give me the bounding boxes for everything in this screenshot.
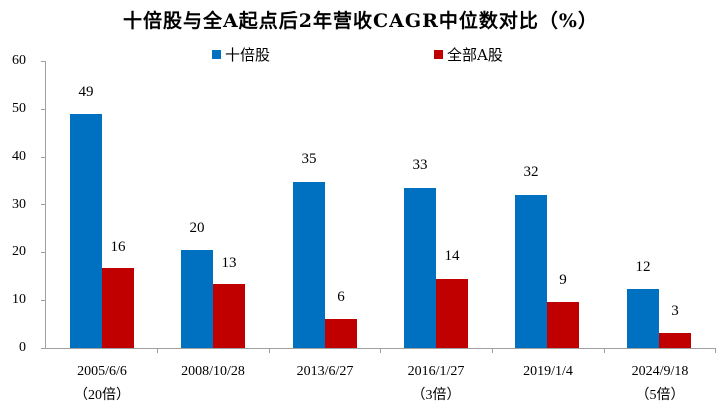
legend-item-tenbagger: 十倍股 — [212, 44, 270, 65]
x-tick-mark — [492, 348, 493, 353]
y-tick-mark — [41, 204, 45, 205]
y-tick-label: 50 — [12, 101, 26, 116]
x-label-date: 2008/10/28 — [181, 364, 245, 379]
x-tick-mark — [604, 348, 605, 353]
x-label-date: 2005/6/6 — [77, 364, 127, 379]
y-tick-label: 20 — [12, 244, 26, 259]
x-tick-label: 2019/1/4 — [492, 360, 604, 384]
x-tick-mark — [157, 348, 158, 353]
bar-all-a — [659, 333, 691, 348]
value-label: 35 — [301, 151, 317, 167]
y-tick-mark — [41, 348, 45, 349]
y-tick-label: 10 — [12, 292, 26, 307]
x-tick-mark — [715, 348, 716, 353]
value-label: 14 — [444, 248, 460, 264]
bar-all-a — [547, 302, 579, 348]
x-tick-label: 2016/1/27 （3倍） — [380, 360, 492, 408]
value-label: 33 — [412, 157, 428, 173]
legend-swatch-red-icon — [434, 50, 443, 59]
bar-tenbagger — [181, 250, 213, 348]
y-tick-mark — [41, 109, 45, 110]
y-tick-label: 40 — [12, 149, 26, 164]
x-label-note: （5倍） — [635, 388, 685, 403]
x-label-note: （20倍） — [74, 388, 130, 403]
value-label: 49 — [78, 84, 94, 100]
legend-item-all-a: 全部A股 — [434, 44, 503, 65]
value-label: 20 — [189, 220, 205, 236]
bar-all-a — [325, 319, 357, 348]
x-label-note: （3倍） — [411, 388, 461, 403]
legend-swatch-blue-icon — [212, 50, 221, 59]
bar-all-a — [436, 279, 468, 348]
bar-tenbagger — [404, 188, 436, 348]
y-tick-label: 60 — [12, 53, 26, 68]
x-label-date: 2024/9/18 — [631, 364, 689, 379]
chart-title: 十倍股与全A起点后2年营收CAGR中位数对比（%） — [123, 10, 598, 32]
x-label-date: 2019/1/4 — [523, 364, 573, 379]
bar-tenbagger — [293, 182, 325, 348]
x-tick-label: 2013/6/27 — [269, 360, 381, 384]
bar-tenbagger — [515, 195, 547, 348]
y-tick-mark — [41, 300, 45, 301]
y-tick-label: 30 — [12, 197, 26, 212]
value-label: 12 — [635, 259, 651, 275]
bar-tenbagger — [70, 114, 102, 348]
x-tick-mark — [269, 348, 270, 353]
legend-label: 全部A股 — [447, 46, 503, 64]
y-tick-mark — [41, 157, 45, 158]
value-label: 3 — [671, 303, 679, 319]
x-tick-label: 2005/6/6 （20倍） — [46, 360, 158, 408]
y-axis-line — [45, 61, 46, 348]
y-tick-mark — [41, 61, 45, 62]
legend-label: 十倍股 — [225, 46, 271, 64]
bar-all-a — [213, 284, 245, 348]
bar-tenbagger — [627, 289, 659, 348]
value-label: 32 — [523, 164, 539, 180]
x-tick-label: 2008/10/28 — [157, 360, 269, 384]
value-label: 13 — [221, 255, 237, 271]
value-label: 6 — [337, 289, 345, 305]
value-label: 9 — [559, 272, 567, 288]
bar-all-a — [102, 268, 134, 348]
y-tick-mark — [41, 252, 45, 253]
x-tick-label: 2024/9/18 （5倍） — [604, 360, 716, 408]
x-tick-mark — [380, 348, 381, 353]
legend: 十倍股 全部A股 — [0, 44, 721, 66]
value-label: 16 — [110, 239, 126, 255]
y-tick-label: 0 — [19, 340, 26, 355]
x-label-date: 2013/6/27 — [296, 364, 354, 379]
x-label-date: 2016/1/27 — [407, 364, 465, 379]
